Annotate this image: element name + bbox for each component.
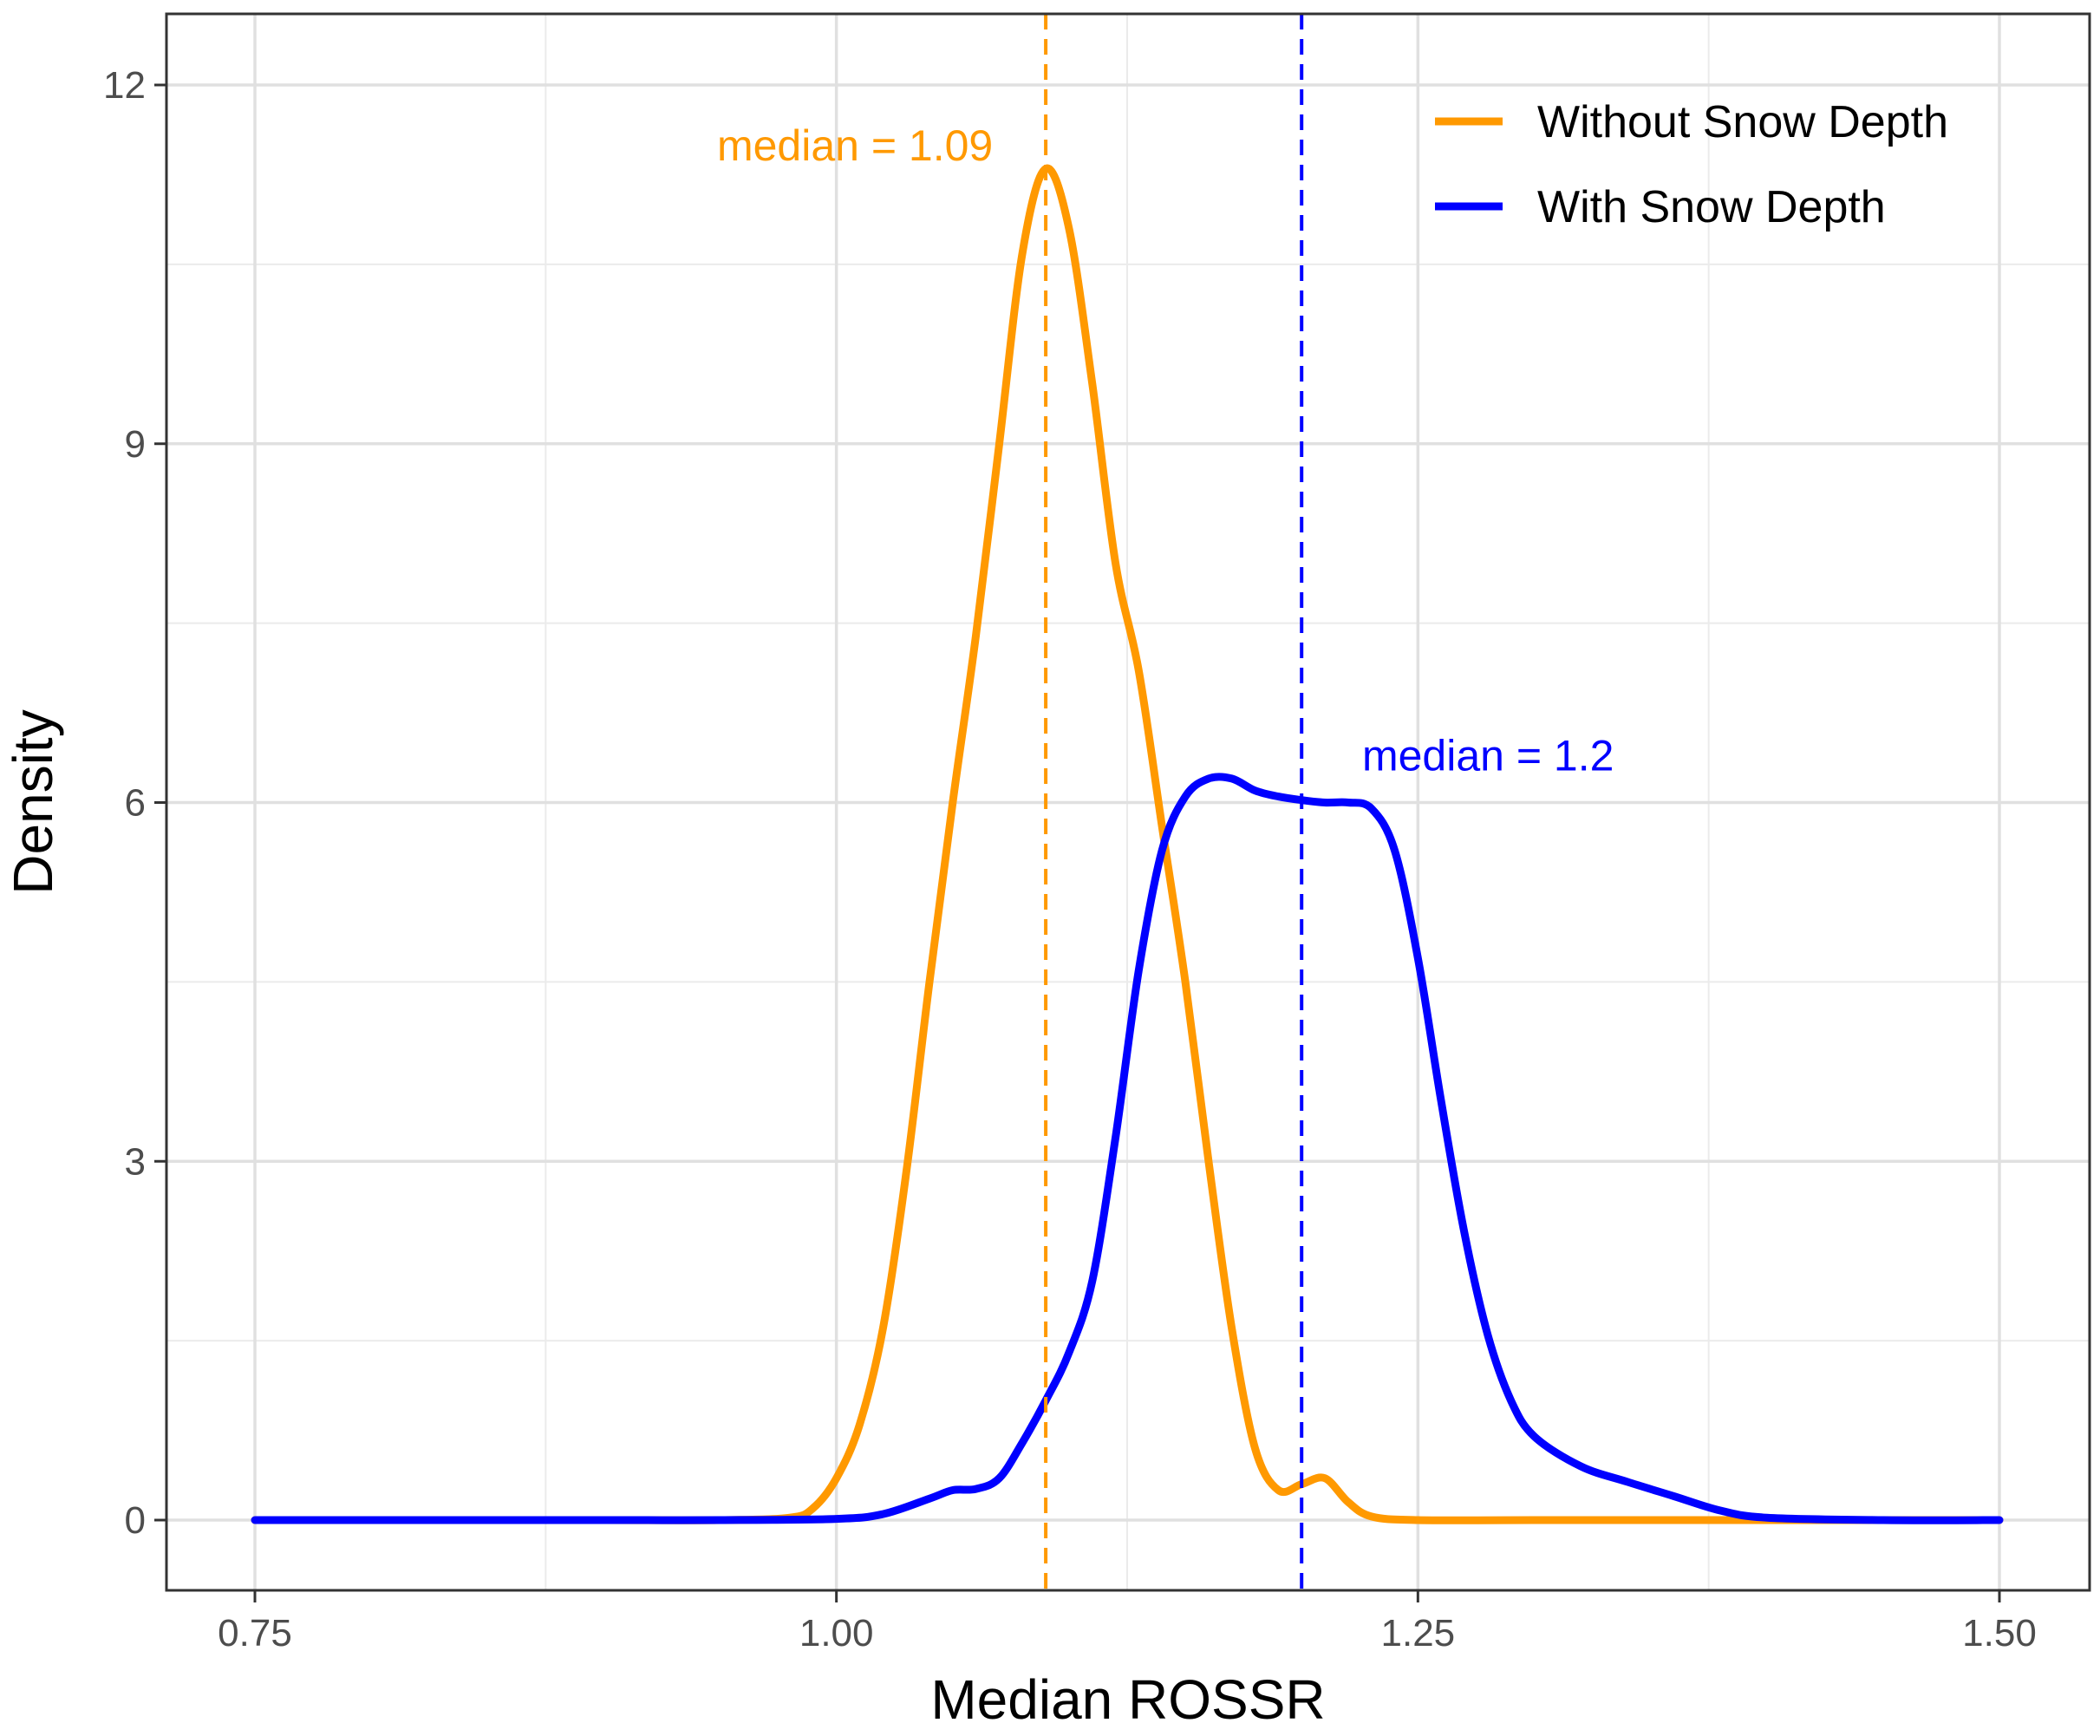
y-tick-label: 12 bbox=[103, 64, 146, 107]
y-tick-label: 0 bbox=[125, 1499, 146, 1542]
series-layer bbox=[251, 164, 2004, 1524]
y-axis-title: Density bbox=[2, 709, 64, 894]
y-tick-label: 6 bbox=[125, 782, 146, 825]
median-lines bbox=[1044, 14, 1304, 1590]
annotations: median = 1.09 median = 1.2 bbox=[717, 121, 1614, 780]
series-line-without-snow-depth bbox=[251, 164, 2004, 1524]
y-tick-label: 9 bbox=[125, 423, 146, 466]
series-line-with-snow-depth bbox=[251, 773, 2004, 1524]
median-annotation-2: median = 1.2 bbox=[1362, 731, 1614, 780]
legend: Without Snow Depth With Snow Depth bbox=[1435, 97, 1948, 232]
y-tick-label: 3 bbox=[125, 1140, 146, 1183]
x-tick-label: 0.75 bbox=[218, 1612, 292, 1654]
median-annotation-1: median = 1.09 bbox=[717, 121, 993, 170]
x-axis-title: Median ROSSR bbox=[930, 1668, 1325, 1731]
legend-label-1: Without Snow Depth bbox=[1537, 97, 1948, 147]
x-tick-label: 1.50 bbox=[1962, 1612, 2037, 1654]
x-tick-label: 1.25 bbox=[1381, 1612, 1456, 1654]
axes: 0.75 1.00 1.25 1.50 0 3 6 9 12 bbox=[103, 64, 2037, 1654]
legend-label-2: With Snow Depth bbox=[1537, 182, 1886, 232]
x-tick-label: 1.00 bbox=[799, 1612, 874, 1654]
